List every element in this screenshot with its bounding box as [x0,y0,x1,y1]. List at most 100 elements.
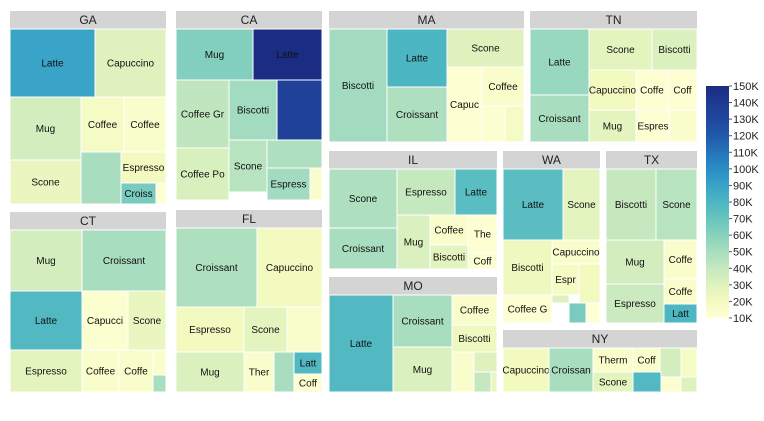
cell-il-coffee-5[interactable] [429,214,469,246]
cell-tx-coffe-3[interactable] [663,239,698,280]
cell-tx-latt-6[interactable] [663,303,698,324]
cell-ny-unlabeled-4[interactable] [659,347,682,378]
cell-ca-unlabeled-7[interactable] [266,139,323,169]
cell-mo-unlabeled-6[interactable] [473,351,498,373]
cell-ma-biscotti-0[interactable] [328,28,388,143]
cell-wa-coffee-g-7[interactable] [502,294,553,324]
cell-ca-unlabeled-9[interactable] [309,167,323,201]
cell-ca-unlabeled-4[interactable] [276,79,323,141]
cell-label-tn-latte: Latte [548,58,571,69]
cell-ma-unlabeled-7[interactable] [504,105,525,143]
cell-wa-unlabeled-6[interactable] [551,294,570,304]
cell-il-latte-2[interactable] [454,168,498,216]
cell-wa-unlabeled-8[interactable] [568,302,587,324]
legend-tick-label-100k: 100K [733,164,759,176]
cell-ma-unlabeled-6[interactable] [481,105,506,143]
cell-fl-capuccino-1[interactable] [256,227,323,308]
cell-label-tn-coff: Coff [673,86,691,97]
group-label-wa: WA [542,153,561,167]
cell-mo-unlabeled-7[interactable] [473,371,492,393]
cell-ma-scone-2[interactable] [446,28,525,68]
group-ct: CT Mug Croissant Latte Capucci Scone Espresso C… [9,212,167,393]
cell-tn-coff-5[interactable] [667,69,698,111]
cell-tn-unlabeled-9[interactable] [669,109,698,143]
cell-il-coff-8[interactable] [467,252,498,270]
cell-label-ct-latte: Latte [35,316,58,327]
cell-ga-unlabeled-9[interactable] [155,182,167,205]
cell-ma-capuc-5[interactable] [446,66,483,143]
cell-ny-coff-3[interactable] [632,347,661,373]
legend-tick-label-120k: 120K [733,131,759,143]
cell-label-wa-espr: Espr [555,275,576,286]
legend-tick-label-140k: 140K [733,98,759,110]
cell-ny-unlabeled-7[interactable] [632,371,662,393]
cell-fl-coff-9[interactable] [293,373,323,393]
cell-mo-coffee-2[interactable] [451,294,498,326]
cell-ny-capuccino-0[interactable] [502,347,550,393]
cell-ga-espresso-7[interactable] [120,151,167,184]
cell-fl-unlabeled-4[interactable] [286,306,323,353]
cell-wa-unlabeled-9[interactable] [585,302,601,324]
cell-ca-scone-6[interactable] [228,139,268,193]
cell-il-mug-4[interactable] [396,214,431,270]
cell-il-the-6[interactable] [467,214,498,254]
cell-ny-unlabeled-8[interactable] [660,376,682,393]
cell-ct-unlabeled-8[interactable] [152,349,167,376]
cell-mo-biscotti-3[interactable] [451,324,498,353]
cell-label-ct-capucci: Capucci [87,316,123,327]
cell-ca-espress-8[interactable] [266,167,311,201]
cell-tx-scone-1[interactable] [655,168,698,241]
legend-tick-label-30k: 30K [733,280,753,292]
cell-tn-coffe-4[interactable] [635,69,669,111]
cell-ny-unlabeled-5[interactable] [680,347,698,378]
cell-tn-croissant-6[interactable] [529,94,590,143]
cell-wa-biscotti-2[interactable] [502,239,553,296]
cell-fl-unlabeled-7[interactable] [273,351,295,393]
cell-mo-unlabeled-8[interactable] [490,371,498,393]
group-header-ct [10,212,166,230]
group-tx: TX Biscotti Scone Mug Coffe Coffe Espresso Latt [605,151,698,324]
cell-ga-scone-5[interactable] [9,159,82,205]
cell-ma-coffee-4[interactable] [481,66,525,107]
cell-ny-therm-2[interactable] [592,347,634,373]
cell-label-ca-coffee-gr: Coffee Gr [181,110,225,121]
cell-fl-mug-5[interactable] [175,351,245,393]
cell-fl-croissant-0[interactable] [175,227,258,308]
cell-label-ga-coffee: Coffee [130,120,160,131]
cell-wa-scone-1[interactable] [562,168,601,241]
cell-ca-biscotti-3[interactable] [228,79,278,141]
cell-wa-capuccino-3[interactable] [551,239,601,265]
cell-ma-latte-1[interactable] [386,28,448,88]
cell-ga-unlabeled-6[interactable] [80,151,122,205]
cell-ct-mug-0[interactable] [9,229,83,292]
cell-label-ga-capuccino: Capuccino [107,59,155,70]
cell-tn-biscotti-2[interactable] [651,28,698,71]
cell-wa-unlabeled-5[interactable] [578,263,601,304]
cell-ga-coffee-4[interactable] [123,96,167,153]
group-ca: CA Mug Latte Coffee Gr Biscotti Coffee Po Scon… [175,11,323,201]
cell-tn-scone-1[interactable] [588,28,653,71]
cell-ct-coffee-6[interactable] [81,349,120,393]
cell-tn-mug-7[interactable] [588,109,637,143]
cell-il-espresso-1[interactable] [396,168,456,216]
cell-tx-biscotti-0[interactable] [605,168,657,241]
cell-ny-unlabeled-9[interactable] [680,376,698,393]
cell-fl-espresso-2[interactable] [175,306,245,353]
legend-tick-label-40k: 40K [733,263,753,275]
cell-tn-capuccino-3[interactable] [588,69,637,111]
cell-mo-unlabeled-5[interactable] [451,351,475,393]
cell-tx-espresso-5[interactable] [605,283,665,324]
cell-wa-latte-0[interactable] [502,168,564,241]
legend-tick-label-110k: 110K [733,147,759,159]
cell-wa-espr-4[interactable] [551,263,580,296]
cell-ma-croissant-3[interactable] [386,86,448,143]
cell-ca-coffee-gr-2[interactable] [175,79,230,149]
cell-label-ga-scone: Scone [31,178,60,189]
cell-label-il-croissant: Croissant [342,244,384,255]
cell-label-ny-croissan: Croissan [551,366,590,377]
cell-label-mo-latte: Latte [350,339,373,350]
cell-il-croissant-3[interactable] [328,227,398,270]
cell-ct-unlabeled-9[interactable] [152,374,167,393]
cell-label-ga-coffee: Coffee [88,120,118,131]
cell-ct-croissant-1[interactable] [81,229,167,292]
